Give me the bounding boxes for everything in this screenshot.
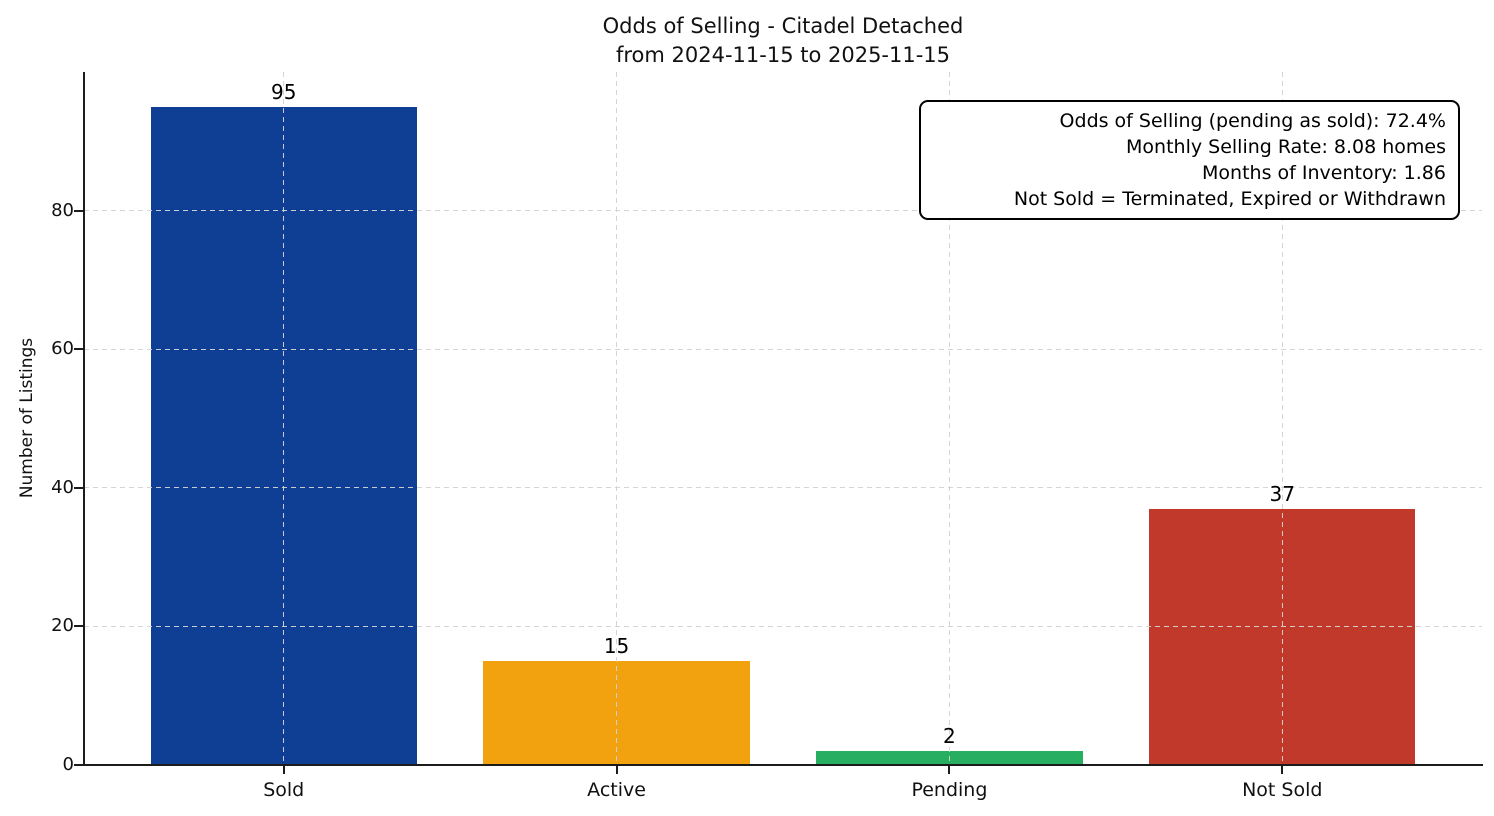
x-tick-label-sold: Sold [263, 779, 305, 801]
gridline-h-60 [84, 348, 1482, 350]
x-axis-spine [83, 764, 1483, 766]
bar-value-not-sold: 37 [1269, 481, 1295, 506]
x-tick-label-pending: Pending [911, 779, 988, 801]
y-tick-20 [74, 625, 83, 628]
x-tick-sold [282, 765, 285, 774]
y-tick-label-40: 40 [51, 476, 74, 498]
chart-title: Odds of Selling - Citadel Detached from … [84, 12, 1482, 70]
y-tick-label-20: 20 [51, 615, 74, 637]
gridline-h-80 [84, 210, 1482, 212]
gridline-v-active [616, 72, 618, 765]
y-tick-label-60: 60 [51, 338, 74, 360]
bar-value-active: 15 [603, 634, 630, 659]
x-tick-label-active: Active [587, 779, 646, 801]
annotation-odds-of-selling: Odds of Selling (pending as sold): 72.4% [1059, 110, 1446, 132]
x-tick-active [615, 765, 618, 774]
y-tick-80 [74, 209, 83, 212]
annotation-not-sold-definition: Not Sold = Terminated, Expired or Withdr… [1013, 188, 1446, 210]
stats-annotation-box: Odds of Selling (pending as sold): 72.4%… [919, 100, 1460, 220]
y-tick-label-0: 0 [62, 754, 74, 775]
x-tick-not-sold [1281, 765, 1284, 774]
chart-title-line2: from 2024-11-15 to 2025-11-15 [615, 43, 951, 67]
y-tick-60 [74, 348, 83, 351]
gridline-h-40 [84, 487, 1482, 489]
annotation-monthly-selling-rate: Monthly Selling Rate: 8.08 homes [1126, 136, 1446, 158]
chart-title-line1: Odds of Selling - Citadel Detached [602, 14, 964, 38]
gridline-v-pending [948, 72, 950, 765]
x-tick-label-not-sold: Not Sold [1242, 779, 1323, 801]
x-tick-pending [948, 765, 951, 774]
y-tick-label-80: 80 [51, 199, 74, 221]
bar-value-sold: 95 [270, 79, 297, 104]
gridline-h-20 [84, 625, 1482, 627]
y-tick-40 [74, 486, 83, 489]
gridline-v-sold [283, 72, 285, 765]
y-tick-0 [74, 764, 83, 766]
gridline-v-not-sold [1281, 72, 1283, 765]
bar-value-pending: 2 [943, 724, 956, 749]
y-axis-spine [83, 72, 85, 766]
annotation-months-of-inventory: Months of Inventory: 1.86 [1202, 162, 1446, 184]
